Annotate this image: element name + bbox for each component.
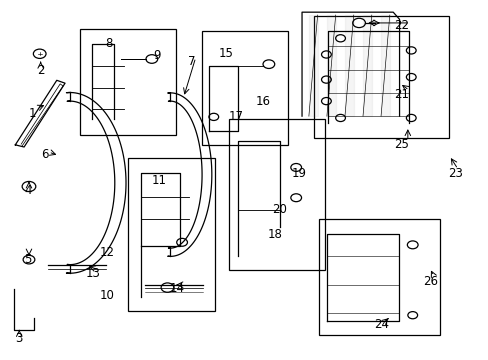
Bar [318,220,439,335]
Text: 21: 21 [393,88,408,101]
Text: 15: 15 [218,47,233,60]
Text: 8: 8 [105,36,112,50]
Text: 4: 4 [24,184,32,197]
Text: 9: 9 [153,49,160,62]
Text: 2: 2 [37,64,44,77]
Text: 7: 7 [188,55,195,68]
Text: 11: 11 [151,174,166,187]
Text: 22: 22 [393,19,408,32]
Text: 26: 26 [423,275,437,288]
Bar [313,17,448,138]
Text: 19: 19 [291,167,306,180]
Text: 16: 16 [255,95,270,108]
Bar [228,119,325,270]
Bar [201,31,288,145]
Text: 14: 14 [169,282,184,295]
Text: 13: 13 [86,267,101,280]
Bar [128,158,215,311]
Text: 23: 23 [447,167,462,180]
Text: 3: 3 [16,332,23,345]
Text: 17: 17 [228,110,243,123]
Text: 6: 6 [41,148,48,161]
Text: 1: 1 [29,107,36,120]
Text: 5: 5 [24,253,32,266]
Text: 24: 24 [374,318,389,331]
Bar [80,30,176,135]
Text: 12: 12 [99,246,114,259]
Text: 25: 25 [393,138,408,151]
Text: 10: 10 [100,289,114,302]
Text: 18: 18 [267,228,282,241]
Text: 20: 20 [272,203,286,216]
